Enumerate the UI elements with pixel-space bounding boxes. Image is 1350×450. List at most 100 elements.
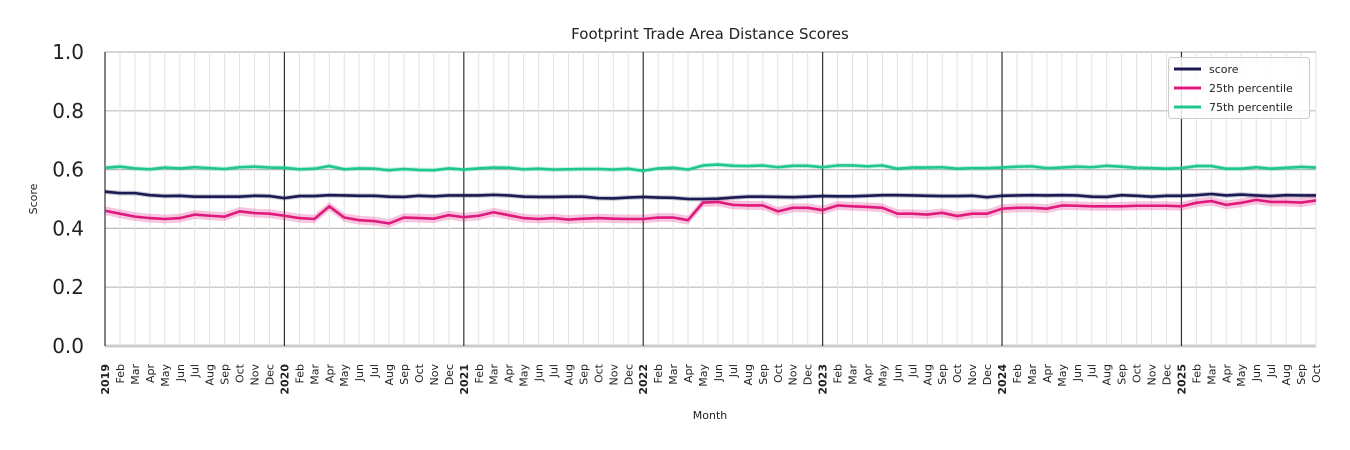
y-tick-label: 0.8 (52, 99, 84, 123)
x-tick-label: Aug (204, 364, 217, 385)
x-tick-label: Jul (1265, 364, 1278, 378)
y-axis-label: Score (27, 183, 40, 214)
x-tick-label: May (1056, 364, 1069, 387)
x-tick-label: Mar (129, 364, 142, 385)
ci-band (105, 195, 1316, 228)
x-tick-label: Dec (263, 364, 276, 385)
x-tick-label: Sep (1116, 364, 1129, 385)
x-tick-label: Aug (383, 364, 396, 385)
x-tick-label: May (876, 364, 889, 387)
x-tick-label: May (518, 364, 531, 387)
x-tick-label: Sep (577, 364, 590, 385)
x-tick-label: Apr (144, 364, 157, 384)
legend: score 25th percentile 75th percentile (1168, 57, 1310, 119)
x-tick-label: Feb (1190, 364, 1203, 383)
x-tick-label: Oct (592, 363, 605, 383)
x-tick-label: Dec (1160, 364, 1173, 385)
x-tick-label: Sep (936, 364, 949, 385)
x-tick-label: Sep (398, 364, 411, 385)
series-line (104, 190, 1316, 201)
x-tick-label: Aug (562, 364, 575, 385)
x-tick-label: Feb (114, 364, 127, 383)
x-tick-label: Dec (981, 364, 994, 385)
legend-label: score (1209, 63, 1239, 76)
x-tick-label: 2024 (996, 364, 1009, 395)
x-tick-label: Mar (308, 364, 321, 385)
series-line (104, 198, 1317, 225)
x-tick-label: Aug (742, 364, 755, 385)
x-tick-label: 2023 (817, 364, 830, 395)
chart-title: Footprint Trade Area Distance Scores (571, 25, 849, 43)
x-tick-label: Jul (727, 364, 740, 378)
x-tick-label: Nov (966, 364, 979, 386)
x-axis-ticks: 2019 Feb Mar Apr May Jun Jul Aug Sep Oct Nov Dec 202… (99, 363, 1323, 394)
legend-label: 25th percentile (1209, 82, 1293, 95)
x-tick-label: Dec (802, 364, 815, 385)
x-axis-label: Month (693, 409, 728, 422)
x-tick-label: Jun (891, 364, 904, 382)
y-tick-label: 0.6 (52, 158, 84, 182)
x-tick-label: Apr (1220, 364, 1233, 384)
series-lines (104, 163, 1317, 225)
x-tick-label: Feb (652, 364, 665, 383)
x-tick-label: Nov (249, 364, 262, 386)
x-tick-label: Oct (413, 363, 426, 383)
y-tick-label: 0.2 (52, 275, 84, 299)
y-axis-ticks: 0.0 0.2 0.4 0.6 0.8 1.0 (52, 40, 84, 358)
x-tick-label: Feb (473, 364, 486, 383)
x-tick-label: Oct (772, 363, 785, 383)
x-tick-label: Dec (622, 364, 635, 385)
x-tick-label: May (338, 364, 351, 387)
x-tick-label: May (1235, 364, 1248, 387)
x-tick-label: Mar (847, 364, 860, 385)
x-tick-label: Nov (607, 364, 620, 386)
x-tick-label: Sep (757, 364, 770, 385)
x-tick-label: Feb (832, 364, 845, 383)
x-tick-label: Feb (1011, 364, 1024, 383)
x-tick-label: Oct (1131, 363, 1144, 383)
x-tick-label: Oct (951, 363, 964, 383)
x-tick-label: Aug (921, 364, 934, 385)
x-tick-label: Jul (1086, 364, 1099, 378)
x-tick-label: Nov (787, 364, 800, 386)
x-tick-label: Oct (1310, 363, 1323, 383)
x-tick-label: Mar (667, 364, 680, 385)
x-tick-label: 2019 (99, 364, 112, 395)
x-tick-label: Apr (1041, 364, 1054, 384)
ci-band (105, 189, 1316, 202)
x-tick-label: Jun (353, 364, 366, 382)
x-tick-label: Apr (503, 364, 516, 384)
x-tick-label: Apr (323, 364, 336, 384)
legend-box (1168, 57, 1310, 119)
x-tick-label: Aug (1280, 364, 1293, 385)
x-tick-label: Jul (189, 364, 202, 378)
series-line (104, 163, 1317, 173)
x-tick-label: Mar (1026, 364, 1039, 385)
x-tick-label: Mar (1205, 364, 1218, 385)
x-tick-label: May (159, 364, 172, 387)
legend-label: 75th percentile (1209, 101, 1293, 114)
x-tick-label: Nov (428, 364, 441, 386)
x-tick-label: Jun (174, 364, 187, 382)
x-tick-label: May (697, 364, 710, 387)
x-tick-label: Jun (1250, 364, 1263, 382)
x-tick-label: Jun (712, 364, 725, 382)
x-tick-label: Jul (906, 364, 919, 378)
x-tick-label: Jul (548, 364, 561, 378)
x-tick-label: 2020 (278, 364, 291, 395)
x-tick-label: Aug (1101, 364, 1114, 385)
x-tick-label: 2022 (637, 364, 650, 395)
x-tick-label: Apr (861, 364, 874, 384)
x-tick-label: Feb (293, 364, 306, 383)
x-tick-label: 2025 (1175, 364, 1188, 395)
y-tick-label: 0.0 (52, 334, 84, 358)
y-tick-label: 1.0 (52, 40, 84, 64)
x-tick-label: Nov (1146, 364, 1159, 386)
x-tick-label: Dec (443, 364, 456, 385)
x-tick-label: Jul (368, 364, 381, 378)
x-tick-label: Mar (488, 364, 501, 385)
x-tick-label: Sep (1295, 364, 1308, 385)
x-tick-label: 2021 (458, 364, 471, 395)
x-tick-label: Apr (682, 364, 695, 384)
